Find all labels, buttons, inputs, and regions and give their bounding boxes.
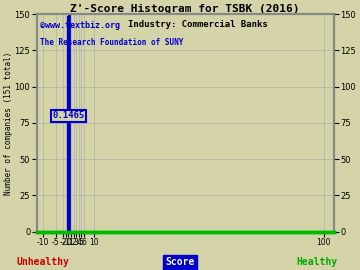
Bar: [69, 220, 70, 232]
Text: The Research Foundation of SUNY: The Research Foundation of SUNY: [40, 38, 183, 47]
Text: Healthy: Healthy: [296, 257, 337, 267]
Title: Z'-Score Histogram for TSBK (2016): Z'-Score Histogram for TSBK (2016): [71, 4, 300, 14]
Text: Industry: Commercial Banks: Industry: Commercial Banks: [128, 20, 268, 29]
Text: Unhealthy: Unhealthy: [17, 257, 69, 267]
Bar: [68, 17, 69, 232]
Text: Score: Score: [165, 257, 195, 267]
Bar: [67, 227, 68, 232]
Text: ©www.textbiz.org: ©www.textbiz.org: [40, 21, 120, 30]
Y-axis label: Number of companies (151 total): Number of companies (151 total): [4, 51, 13, 195]
Text: 0.1465: 0.1465: [53, 111, 85, 120]
